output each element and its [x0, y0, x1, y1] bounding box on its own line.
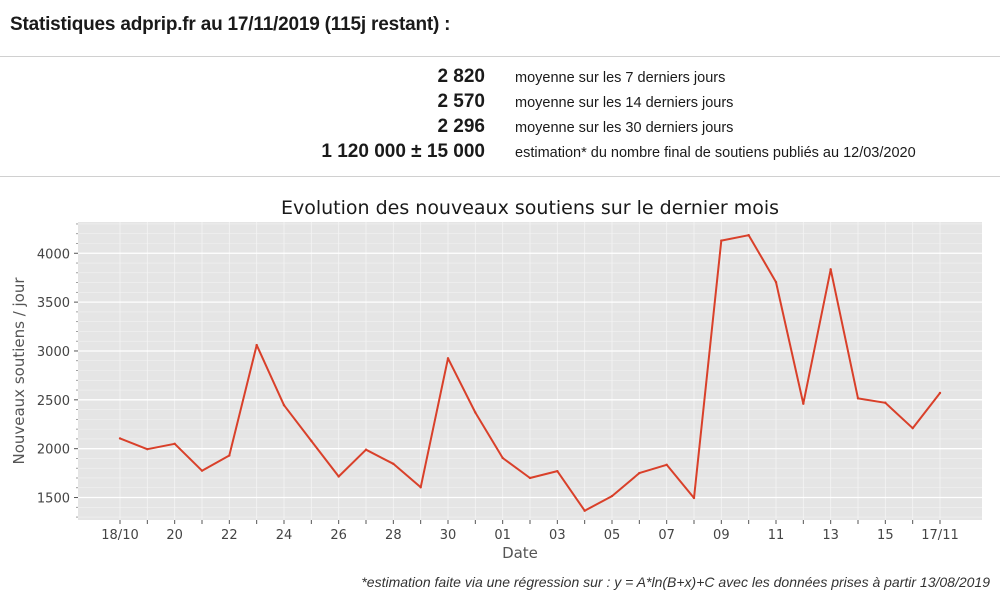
y-tick-label: 2000	[37, 443, 70, 458]
data-point	[911, 426, 914, 430]
data-point	[446, 357, 450, 360]
page-title: Statistiques adprip.fr au 17/11/2019 (11…	[10, 14, 451, 35]
x-tick-label: 03	[549, 528, 566, 543]
data-point	[556, 469, 559, 473]
data-point	[310, 439, 313, 443]
data-point	[364, 448, 368, 451]
data-point	[665, 463, 668, 466]
data-point	[829, 268, 832, 271]
x-tick-label: 13	[822, 528, 839, 543]
x-tick-label: 24	[276, 528, 293, 543]
x-tick-label: 09	[713, 528, 730, 543]
header-divider	[0, 56, 1000, 57]
data-point	[419, 486, 422, 489]
data-point	[774, 280, 778, 284]
x-tick-label: 28	[385, 528, 402, 543]
y-tick-label: 3000	[37, 345, 70, 360]
data-point	[228, 454, 231, 457]
y-tick-label: 4000	[37, 247, 70, 262]
series-layer	[118, 233, 942, 512]
data-point	[884, 401, 887, 404]
data-point	[720, 239, 723, 242]
x-axis-label: Date	[502, 544, 538, 562]
data-point	[938, 391, 942, 395]
x-tick-label: 30	[440, 528, 457, 543]
stat-value: 2 820	[437, 66, 485, 87]
y-tick-label: 1500	[37, 492, 70, 507]
data-point	[474, 411, 477, 414]
data-point	[528, 476, 532, 480]
stat-description: estimation* du nombre final de soutiens …	[515, 145, 916, 161]
stat-row-estimation: 1 120 000 ± 15 000 estimation* du nombre…	[0, 141, 1000, 166]
line-chart: Evolution des nouveaux soutiens sur le d…	[10, 197, 982, 562]
stat-description: moyenne sur les 14 derniers jours	[515, 95, 734, 111]
x-tick-label: 20	[166, 528, 183, 543]
stat-row-7-days: 2 820 moyenne sur les 7 derniers jours	[0, 66, 1000, 91]
stats-divider	[0, 176, 1000, 177]
stat-value: 1 120 000 ± 15 000	[321, 141, 485, 162]
stat-value: 2 296	[437, 116, 485, 137]
x-tick-label: 05	[604, 528, 621, 543]
x-tick-label: 18/10	[101, 528, 138, 543]
x-tick-label: 15	[877, 528, 894, 543]
stat-description: moyenne sur les 7 derniers jours	[515, 70, 726, 86]
data-point	[392, 462, 395, 466]
chart-title: Evolution des nouveaux soutiens sur le d…	[281, 197, 779, 219]
data-point	[337, 475, 340, 478]
data-point	[638, 471, 641, 475]
data-point	[610, 494, 614, 498]
x-tick-label: 11	[768, 528, 785, 543]
footnote: *estimation faite via une régression sur…	[361, 574, 990, 590]
data-point	[802, 402, 805, 405]
data-point	[692, 496, 696, 500]
x-tick-label: 01	[494, 528, 511, 543]
x-tick-label: 26	[330, 528, 347, 543]
y-axis-label: Nouveaux soutiens / jour	[10, 277, 28, 465]
data-point	[747, 233, 750, 237]
data-point	[118, 437, 122, 440]
data-point	[173, 442, 176, 445]
x-tick-label: 07	[658, 528, 675, 543]
stat-value: 2 570	[437, 91, 485, 112]
data-point	[146, 447, 149, 451]
stat-description: moyenne sur les 30 derniers jours	[515, 120, 734, 136]
axes: 1500 2000 2500 3000 3500 4000 18/10 20 22 24 26 28 3…	[37, 223, 959, 543]
data-point	[501, 456, 504, 460]
data-point	[200, 469, 204, 472]
stat-row-30-days: 2 296 moyenne sur les 30 derniers jours	[0, 116, 1000, 141]
x-tick-label: 22	[221, 528, 238, 543]
y-tick-label: 2500	[37, 394, 70, 409]
x-tick-label: 17/11	[921, 528, 958, 543]
stat-row-14-days: 2 570 moyenne sur les 14 derniers jours	[0, 91, 1000, 116]
grid-lines	[78, 222, 982, 520]
data-point	[255, 343, 258, 347]
y-tick-label: 3500	[37, 296, 70, 311]
data-point	[583, 509, 586, 512]
data-point	[282, 403, 286, 407]
data-point	[856, 397, 860, 400]
